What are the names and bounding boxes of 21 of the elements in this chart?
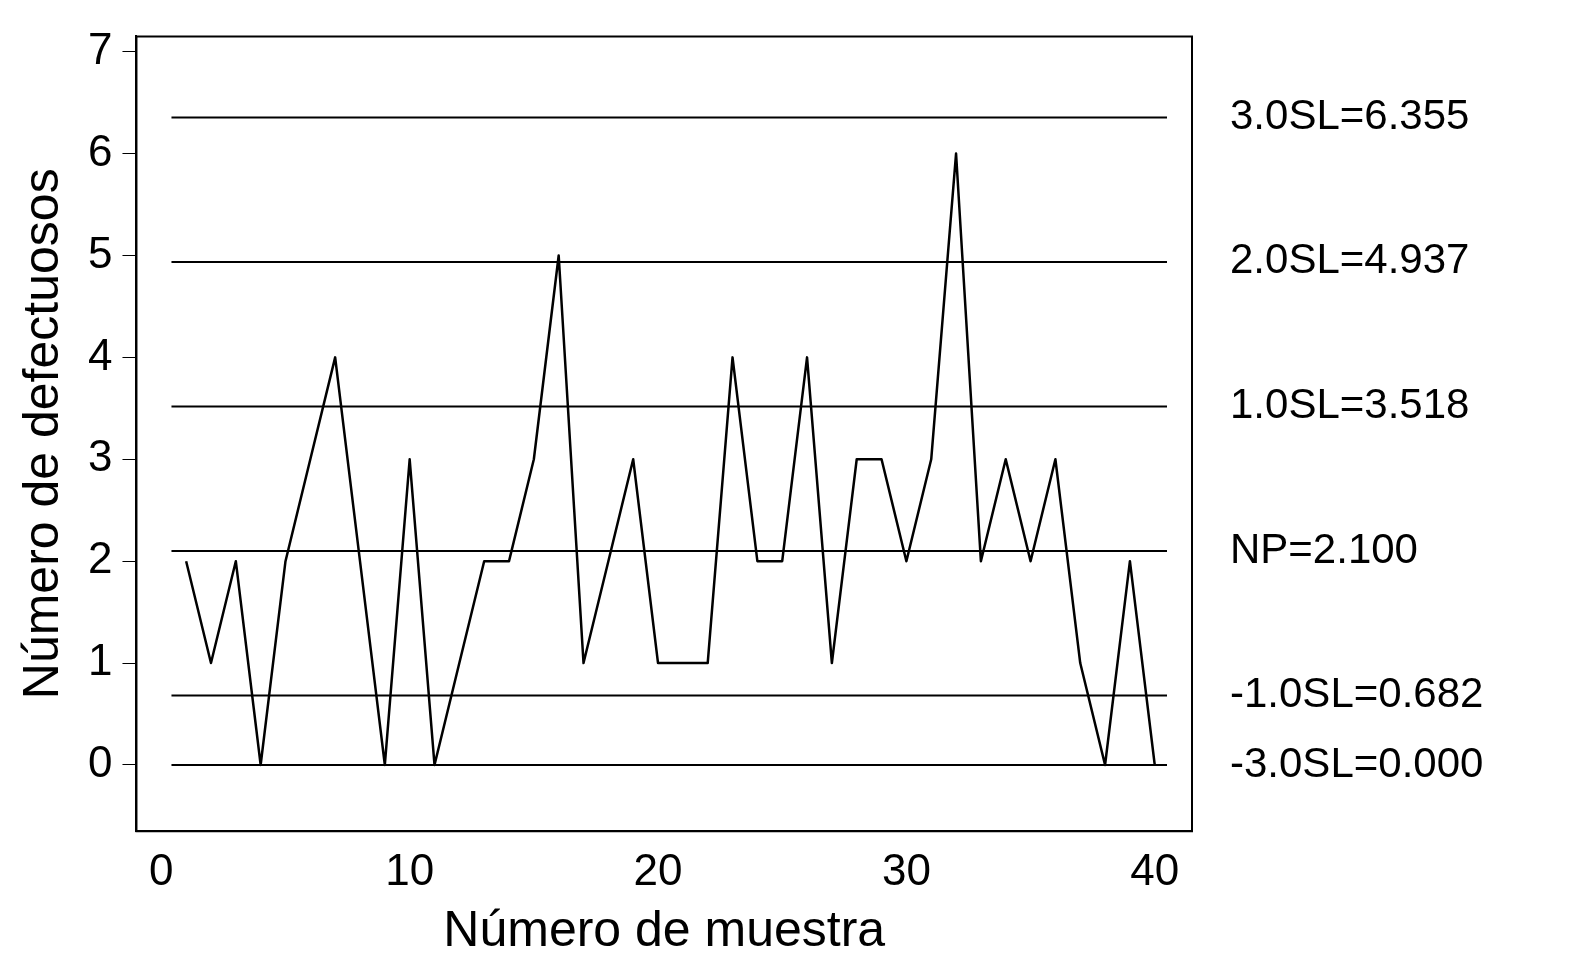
- ref-line-label: -1.0SL=0.682: [1230, 669, 1484, 717]
- x-tick-label: 20: [633, 844, 683, 894]
- y-tick-label: 7: [87, 23, 113, 73]
- x-tick-label: 0: [149, 844, 174, 894]
- x-tick-label: 40: [1130, 844, 1180, 894]
- y-axis-title: Número de defectuosos: [12, 168, 69, 700]
- ref-line-label: -3.0SL=0.000: [1230, 738, 1484, 786]
- y-tick-label: 3: [87, 431, 113, 481]
- ref-line-label: 3.0SL=6.355: [1230, 90, 1470, 138]
- x-tick-label: 30: [881, 844, 931, 894]
- y-tick-label: 4: [87, 329, 113, 379]
- y-tick-label: 6: [87, 125, 113, 175]
- y-tick-label: 0: [87, 737, 113, 787]
- ref-line-label: NP=2.100: [1230, 524, 1418, 572]
- ref-line-label: 2.0SL=4.937: [1230, 235, 1470, 283]
- x-tick-label: 10: [385, 844, 435, 894]
- y-tick-label: 5: [87, 227, 113, 277]
- y-tick-label: 1: [87, 635, 113, 685]
- x-axis-title: Número de muestra: [443, 900, 886, 957]
- ref-line-label: 1.0SL=3.518: [1230, 380, 1470, 428]
- y-tick-label: 2: [87, 533, 113, 583]
